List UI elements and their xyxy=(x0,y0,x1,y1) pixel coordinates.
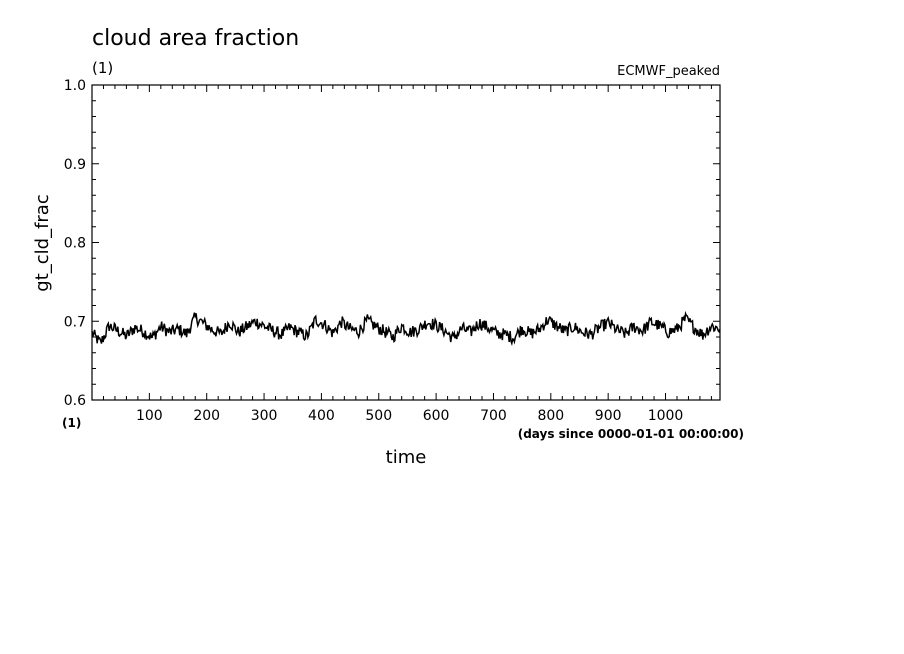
plot-frame xyxy=(91,84,721,401)
chart-title: cloud area fraction xyxy=(92,26,299,51)
y-tick-label: 0.9 xyxy=(64,157,86,173)
x-tick-label: 400 xyxy=(308,408,335,424)
y-tick-labels: 0.6 0.7 0.8 0.9 1.0 xyxy=(64,78,86,409)
x-tick-label: 100 xyxy=(136,408,163,424)
series-line xyxy=(91,310,721,347)
x-tick-label: 900 xyxy=(595,408,622,424)
x-tick-label: 800 xyxy=(537,408,564,424)
chart-subtitle: ECMWF_peaked xyxy=(617,64,720,79)
y-axis-label: gt_cld_frac xyxy=(32,194,53,291)
x-tick-labels: 100 200 300 400 500 600 700 800 900 1000 xyxy=(136,408,683,424)
x-tick-label: 700 xyxy=(480,408,507,424)
y-tick-label: 0.6 xyxy=(64,393,86,409)
tick-marks xyxy=(92,85,720,400)
x-axis-label: time xyxy=(386,447,427,468)
x-tick-label: 500 xyxy=(365,408,392,424)
x-tick-label: 200 xyxy=(193,408,220,424)
y-tick-label: 0.8 xyxy=(64,236,86,252)
y-tick-label: 1.0 xyxy=(64,78,86,94)
x-tick-label: 300 xyxy=(251,408,278,424)
x-axis-units: (days since 0000-01-01 00:00:00) xyxy=(518,427,744,441)
y-axis-units: (1) xyxy=(62,416,81,430)
title-units: (1) xyxy=(92,59,113,77)
x-tick-label: 600 xyxy=(423,408,450,424)
x-tick-label: 1000 xyxy=(648,408,684,424)
y-tick-label: 0.7 xyxy=(64,314,86,330)
